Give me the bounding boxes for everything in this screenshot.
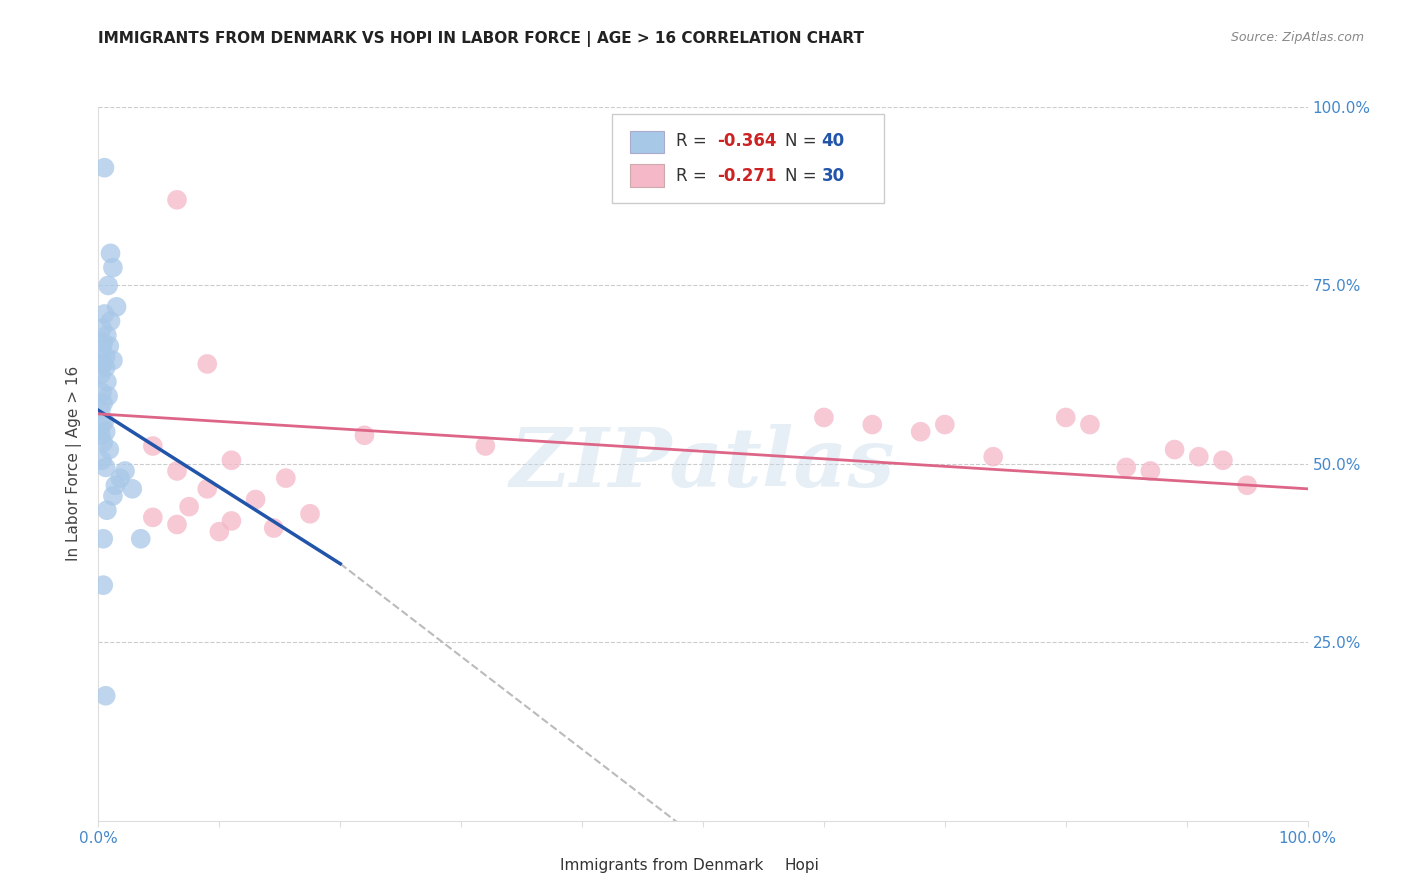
Point: [860, 417, 883, 432]
Point: [100, 314, 122, 328]
Point: [910, 425, 932, 439]
Point: [91, 335, 114, 350]
Point: [91, 357, 114, 371]
Point: [101, 353, 124, 368]
Point: [98, 442, 121, 457]
Point: [91, 532, 114, 546]
Point: [98, 339, 121, 353]
Point: [474, 439, 496, 453]
Point: [1188, 450, 1211, 464]
Point: [274, 471, 297, 485]
Text: 30: 30: [821, 167, 845, 185]
FancyBboxPatch shape: [751, 858, 778, 874]
Text: Hopi: Hopi: [785, 858, 818, 873]
Point: [813, 410, 835, 425]
Point: [179, 500, 201, 514]
Text: R =: R =: [676, 167, 717, 185]
Text: -0.364: -0.364: [717, 132, 778, 150]
Point: [245, 492, 267, 507]
Point: [105, 300, 128, 314]
Point: [1163, 442, 1185, 457]
Text: 40: 40: [821, 132, 845, 150]
Point: [91, 396, 114, 410]
Point: [93, 161, 115, 175]
Point: [108, 471, 131, 485]
Point: [208, 524, 231, 539]
Point: [121, 482, 143, 496]
Point: [1212, 453, 1234, 467]
Point: [94, 350, 117, 364]
Text: IMMIGRANTS FROM DENMARK VS HOPI IN LABOR FORCE | AGE > 16 CORRELATION CHART: IMMIGRANTS FROM DENMARK VS HOPI IN LABOR…: [98, 31, 865, 47]
FancyBboxPatch shape: [527, 858, 554, 874]
Point: [114, 464, 136, 478]
Point: [91, 435, 114, 450]
Point: [1115, 460, 1137, 475]
Text: Source: ZipAtlas.com: Source: ZipAtlas.com: [1230, 31, 1364, 45]
Point: [101, 489, 124, 503]
Point: [1236, 478, 1258, 492]
Point: [93, 307, 115, 321]
Point: [91, 453, 114, 467]
FancyBboxPatch shape: [630, 130, 664, 153]
Point: [91, 385, 114, 400]
Point: [90, 368, 112, 382]
Point: [97, 389, 120, 403]
Text: ZIPatlas: ZIPatlas: [510, 424, 896, 504]
Point: [96, 328, 118, 343]
FancyBboxPatch shape: [630, 164, 664, 187]
Text: R =: R =: [676, 132, 713, 150]
Point: [353, 428, 375, 442]
Point: [104, 478, 127, 492]
Point: [195, 357, 218, 371]
Point: [97, 278, 120, 293]
Point: [94, 460, 117, 475]
Point: [221, 453, 243, 467]
Point: [166, 517, 188, 532]
Point: [91, 578, 114, 592]
Point: [142, 439, 165, 453]
Y-axis label: In Labor Force | Age > 16: In Labor Force | Age > 16: [66, 367, 83, 561]
FancyBboxPatch shape: [613, 114, 884, 203]
Point: [93, 414, 115, 428]
Point: [101, 260, 124, 275]
Point: [91, 343, 114, 357]
Point: [1078, 417, 1101, 432]
Point: [91, 417, 114, 432]
Point: [981, 450, 1004, 464]
Point: [94, 425, 117, 439]
Point: [1139, 464, 1161, 478]
Point: [263, 521, 285, 535]
Point: [90, 403, 112, 417]
Point: [96, 375, 118, 389]
Point: [94, 689, 117, 703]
Point: [1054, 410, 1077, 425]
Text: -0.271: -0.271: [717, 167, 778, 185]
Text: N =: N =: [785, 132, 823, 150]
Point: [94, 360, 117, 375]
Point: [129, 532, 152, 546]
Point: [195, 482, 218, 496]
Point: [100, 246, 122, 260]
Text: N =: N =: [785, 167, 823, 185]
Text: Immigrants from Denmark: Immigrants from Denmark: [561, 858, 763, 873]
Point: [166, 464, 188, 478]
Point: [96, 503, 118, 517]
Point: [142, 510, 165, 524]
Point: [299, 507, 322, 521]
Point: [91, 321, 114, 335]
Point: [90, 428, 112, 442]
Point: [166, 193, 188, 207]
Point: [934, 417, 956, 432]
Point: [221, 514, 243, 528]
